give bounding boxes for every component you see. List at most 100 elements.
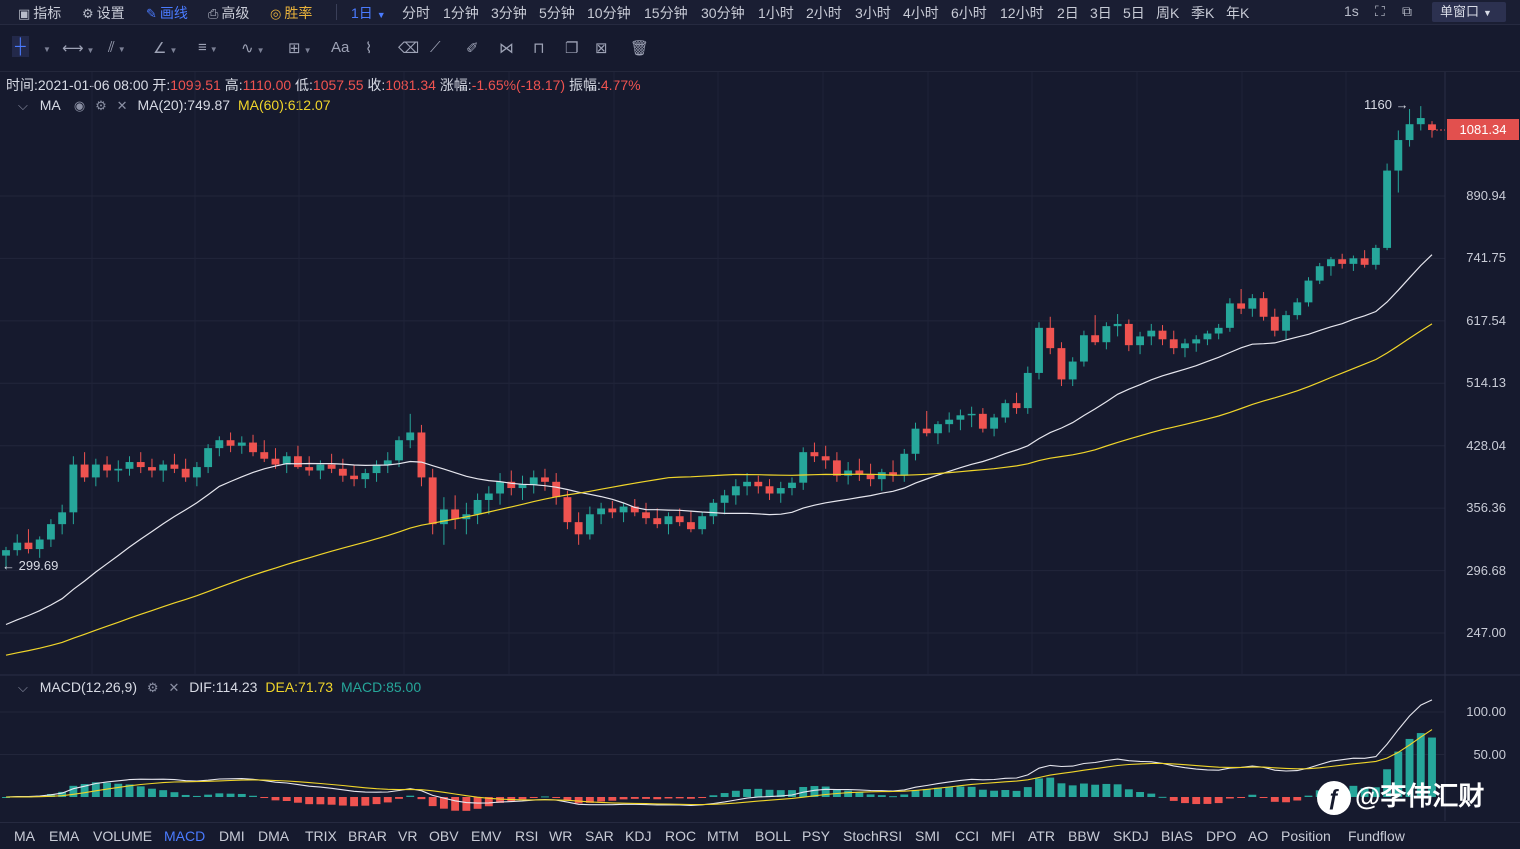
candle-body — [451, 509, 460, 520]
period-5m[interactable]: 5分钟 — [539, 5, 575, 21]
period-1d[interactable]: 1日 ▼ — [351, 3, 386, 23]
ind-mtm[interactable]: MTM — [707, 828, 739, 844]
advanced-button[interactable]: ⎙ 高级 — [208, 3, 249, 23]
copy-icon[interactable]: ❐ — [565, 40, 579, 57]
ind-brar[interactable]: BRAR — [348, 828, 387, 844]
period-2h[interactable]: 2小时 — [806, 5, 842, 21]
ind-stochrsi[interactable]: StochRSI — [843, 828, 903, 844]
ind-dpo[interactable]: DPO — [1206, 828, 1237, 844]
indicator-button[interactable]: ▣ 指标 — [18, 3, 61, 23]
gear-icon[interactable]: ⚙ — [146, 680, 159, 695]
period-12h[interactable]: 12小时 — [1000, 5, 1044, 21]
popout-icon[interactable]: ⧉ — [1402, 3, 1412, 19]
ind-kdj[interactable]: KDJ — [625, 828, 652, 844]
macd-name[interactable]: MACD(12,26,9) — [39, 679, 138, 695]
ind-bbw[interactable]: BBW — [1068, 828, 1100, 844]
draw-button[interactable]: ✎ 画线 — [146, 3, 188, 23]
caret-down-icon[interactable]: ▼ — [43, 45, 51, 54]
ind-ma[interactable]: MA — [14, 828, 35, 844]
period-quarter[interactable]: 季K — [1191, 5, 1215, 21]
ind-dma[interactable]: DMA — [258, 828, 290, 844]
ind-macd[interactable]: MACD — [164, 828, 206, 844]
ind-ao[interactable]: AO — [1248, 828, 1269, 844]
period-1h[interactable]: 1小时 — [758, 5, 794, 21]
crosshair-icon[interactable]: ┼ — [12, 36, 29, 57]
ind-bias[interactable]: BIAS — [1161, 828, 1193, 844]
ind-emv[interactable]: EMV — [471, 828, 502, 844]
ind-vr[interactable]: VR — [398, 828, 418, 844]
eye-icon[interactable]: ◉ — [73, 98, 86, 113]
ind-dmi[interactable]: DMI — [219, 828, 245, 844]
ind-roc[interactable]: ROC — [665, 828, 697, 844]
period-1m[interactable]: 1分钟 — [443, 5, 479, 21]
measure-icon[interactable]: ⊞ ▼ — [288, 40, 312, 57]
period-timeshare[interactable]: 分时 — [402, 5, 430, 21]
collapse-icon[interactable]: ⌵ — [18, 680, 28, 695]
fullscreen-icon[interactable]: ⛶ — [1375, 3, 1385, 19]
ind-skdj[interactable]: SKDJ — [1113, 828, 1149, 844]
macd-histogram-bar — [148, 788, 156, 797]
ind-mfi[interactable]: MFI — [991, 828, 1016, 844]
period-year[interactable]: 年K — [1226, 5, 1250, 21]
collapse-icon[interactable]: ⌵ — [18, 98, 28, 113]
candle-body — [1158, 330, 1167, 340]
candle-body — [159, 464, 168, 471]
settings-button[interactable]: ⚙ 设置 — [82, 3, 125, 23]
ind-volume[interactable]: VOLUME — [93, 828, 153, 844]
macd-histogram-bar — [1394, 751, 1403, 797]
period-2d[interactable]: 2日 — [1057, 5, 1079, 21]
period-4h[interactable]: 4小时 — [903, 5, 939, 21]
macd-histogram-bar — [1428, 737, 1436, 797]
gear-icon[interactable]: ⚙ — [95, 98, 107, 113]
ma-name[interactable]: MA — [39, 97, 60, 113]
winrate-button[interactable]: ◎ 胜率 — [270, 3, 312, 23]
lock-icon[interactable]: ⊓ — [533, 40, 545, 57]
eraser-icon[interactable]: ⌫ — [398, 40, 420, 57]
ind-smi[interactable]: SMI — [915, 828, 940, 844]
candle-body — [956, 415, 965, 420]
window-mode-select[interactable]: 单窗口 ▼ — [1432, 2, 1506, 22]
period-15m[interactable]: 15分钟 — [644, 5, 688, 21]
ind-ema[interactable]: EMA — [49, 828, 80, 844]
ind-wr[interactable]: WR — [549, 828, 573, 844]
hide-icon[interactable]: ⊠ — [595, 40, 608, 57]
wave-icon[interactable]: ∿ ▼ — [241, 40, 265, 57]
ind-rsi[interactable]: RSI — [515, 828, 539, 844]
ind-cci[interactable]: CCI — [955, 828, 980, 844]
close-icon[interactable]: ✕ — [116, 98, 128, 113]
period-10m[interactable]: 10分钟 — [587, 5, 631, 21]
period-week[interactable]: 周K — [1156, 5, 1180, 21]
period-3h[interactable]: 3小时 — [855, 5, 891, 21]
ind-psy[interactable]: PSY — [802, 828, 831, 844]
period-3d[interactable]: 3日 — [1090, 5, 1112, 21]
brush-icon[interactable]: ⌇ — [365, 40, 373, 57]
magnet-icon[interactable]: ⋈ — [499, 40, 514, 57]
angle-icon[interactable]: ∠ ▼ — [153, 40, 178, 57]
ind-boll[interactable]: BOLL — [755, 828, 791, 844]
ind-trix[interactable]: TRIX — [305, 828, 337, 844]
ruler-icon[interactable]: ⟋ — [430, 39, 441, 56]
interval-label[interactable]: 1s — [1344, 3, 1359, 19]
period-5d[interactable]: 5日 — [1123, 5, 1145, 21]
ind-obv[interactable]: OBV — [429, 828, 459, 844]
period-6h[interactable]: 6小时 — [951, 5, 987, 21]
candle-body — [327, 464, 336, 469]
ind-fundflow[interactable]: Fundflow — [1348, 828, 1405, 844]
close-icon[interactable]: ✕ — [168, 680, 180, 695]
parallel-lines-icon[interactable]: ⫽ ▼ — [108, 39, 126, 56]
macd-histogram-bar — [1001, 790, 1010, 797]
macd-histogram-bar — [91, 782, 100, 797]
period-3m[interactable]: 3分钟 — [491, 5, 527, 21]
trash-icon[interactable]: 🗑 — [630, 40, 650, 57]
candle-body — [642, 512, 650, 519]
ind-sar[interactable]: SAR — [585, 828, 614, 844]
horizontal-ray-icon[interactable]: ⟷ ▼ — [62, 40, 95, 57]
ind-atr[interactable]: ATR — [1028, 828, 1055, 844]
pen-icon[interactable]: ✐ — [466, 40, 479, 57]
period-30m[interactable]: 30分钟 — [701, 5, 745, 21]
candle-body — [1181, 343, 1189, 349]
text-icon[interactable]: Aa — [331, 39, 350, 56]
fib-lines-icon[interactable]: ≡ ▼ — [198, 39, 218, 56]
ind-position[interactable]: Position — [1281, 828, 1331, 844]
